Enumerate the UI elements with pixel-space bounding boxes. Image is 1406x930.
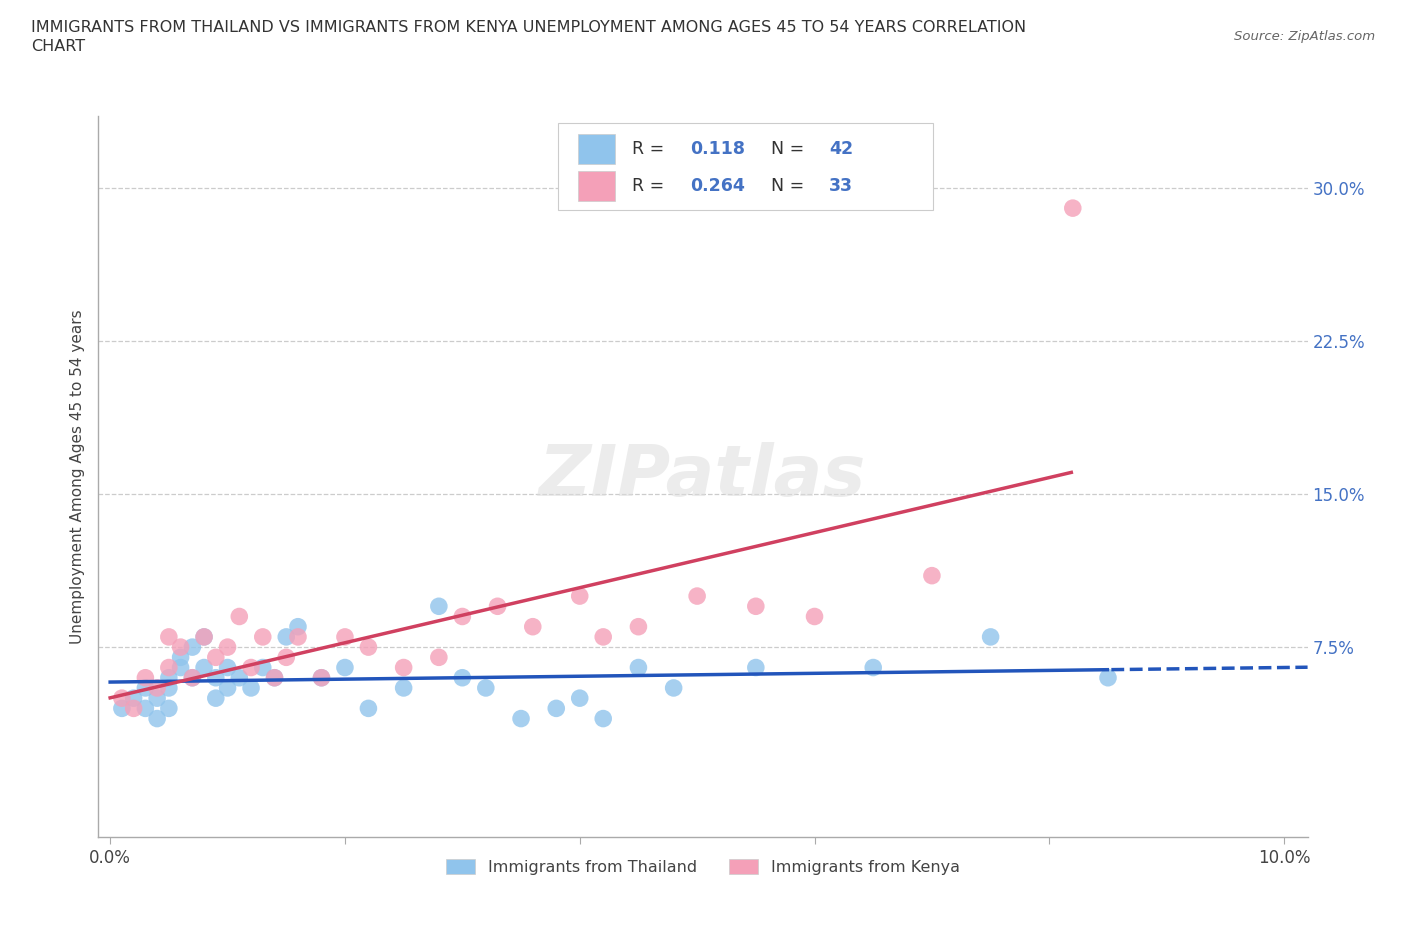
Text: CHART: CHART bbox=[31, 39, 84, 54]
Point bbox=[1097, 671, 1119, 685]
Point bbox=[193, 660, 215, 675]
Text: R =: R = bbox=[631, 177, 669, 194]
Text: N =: N = bbox=[770, 177, 810, 194]
Point bbox=[475, 681, 498, 696]
Legend: Immigrants from Thailand, Immigrants from Kenya: Immigrants from Thailand, Immigrants fro… bbox=[439, 851, 967, 884]
Point bbox=[146, 691, 169, 706]
Point bbox=[252, 660, 274, 675]
Point bbox=[263, 671, 285, 685]
Point bbox=[169, 650, 191, 665]
Text: Source: ZipAtlas.com: Source: ZipAtlas.com bbox=[1234, 30, 1375, 43]
Point bbox=[157, 671, 180, 685]
Point bbox=[146, 681, 169, 696]
Point bbox=[486, 599, 509, 614]
Point bbox=[263, 671, 285, 685]
Point bbox=[287, 619, 309, 634]
Point bbox=[204, 691, 226, 706]
Point bbox=[134, 701, 156, 716]
Text: IMMIGRANTS FROM THAILAND VS IMMIGRANTS FROM KENYA UNEMPLOYMENT AMONG AGES 45 TO : IMMIGRANTS FROM THAILAND VS IMMIGRANTS F… bbox=[31, 20, 1026, 35]
Point bbox=[862, 660, 884, 675]
Point bbox=[627, 619, 650, 634]
Point bbox=[240, 681, 263, 696]
Text: 0.118: 0.118 bbox=[690, 140, 745, 158]
Point bbox=[311, 671, 333, 685]
FancyBboxPatch shape bbox=[558, 124, 932, 210]
Text: R =: R = bbox=[631, 140, 669, 158]
Point bbox=[803, 609, 825, 624]
Point bbox=[311, 671, 333, 685]
Point bbox=[122, 691, 145, 706]
Point bbox=[568, 691, 591, 706]
Point bbox=[157, 701, 180, 716]
Point bbox=[111, 701, 134, 716]
Point bbox=[333, 630, 356, 644]
Point bbox=[980, 630, 1002, 644]
Point bbox=[228, 609, 250, 624]
Point bbox=[157, 630, 180, 644]
Point bbox=[592, 630, 614, 644]
Point bbox=[546, 701, 568, 716]
Point bbox=[217, 640, 239, 655]
Point bbox=[276, 630, 298, 644]
Point bbox=[568, 589, 591, 604]
Y-axis label: Unemployment Among Ages 45 to 54 years: Unemployment Among Ages 45 to 54 years bbox=[69, 310, 84, 644]
Point bbox=[169, 660, 191, 675]
Point bbox=[1062, 201, 1084, 216]
Point bbox=[228, 671, 250, 685]
Point bbox=[276, 650, 298, 665]
Point bbox=[627, 660, 650, 675]
Point bbox=[921, 568, 943, 583]
Point bbox=[111, 691, 134, 706]
Point bbox=[592, 711, 614, 726]
Point bbox=[240, 660, 263, 675]
Point bbox=[333, 660, 356, 675]
Point bbox=[134, 671, 156, 685]
Point bbox=[392, 681, 415, 696]
Point bbox=[451, 671, 474, 685]
Point bbox=[451, 609, 474, 624]
Point bbox=[157, 660, 180, 675]
Point bbox=[357, 640, 380, 655]
Point bbox=[169, 640, 191, 655]
Point bbox=[357, 701, 380, 716]
Bar bbox=[578, 170, 614, 201]
Text: 0.264: 0.264 bbox=[690, 177, 745, 194]
Point bbox=[427, 599, 450, 614]
Point bbox=[745, 660, 768, 675]
Point bbox=[662, 681, 685, 696]
Point bbox=[181, 671, 204, 685]
Point bbox=[193, 630, 215, 644]
Point bbox=[181, 640, 204, 655]
Point bbox=[745, 599, 768, 614]
Point bbox=[146, 711, 169, 726]
Point bbox=[204, 650, 226, 665]
Point bbox=[686, 589, 709, 604]
Point bbox=[287, 630, 309, 644]
Text: ZIPatlas: ZIPatlas bbox=[540, 442, 866, 512]
Text: 42: 42 bbox=[828, 140, 853, 158]
Text: 33: 33 bbox=[828, 177, 853, 194]
Text: N =: N = bbox=[770, 140, 810, 158]
Point bbox=[252, 630, 274, 644]
Point bbox=[157, 681, 180, 696]
Point bbox=[122, 701, 145, 716]
Point bbox=[181, 671, 204, 685]
Point bbox=[427, 650, 450, 665]
Point bbox=[217, 681, 239, 696]
Point bbox=[522, 619, 544, 634]
Point bbox=[193, 630, 215, 644]
Point bbox=[134, 681, 156, 696]
Bar bbox=[578, 134, 614, 165]
Point bbox=[510, 711, 533, 726]
Point bbox=[392, 660, 415, 675]
Point bbox=[204, 671, 226, 685]
Point bbox=[217, 660, 239, 675]
